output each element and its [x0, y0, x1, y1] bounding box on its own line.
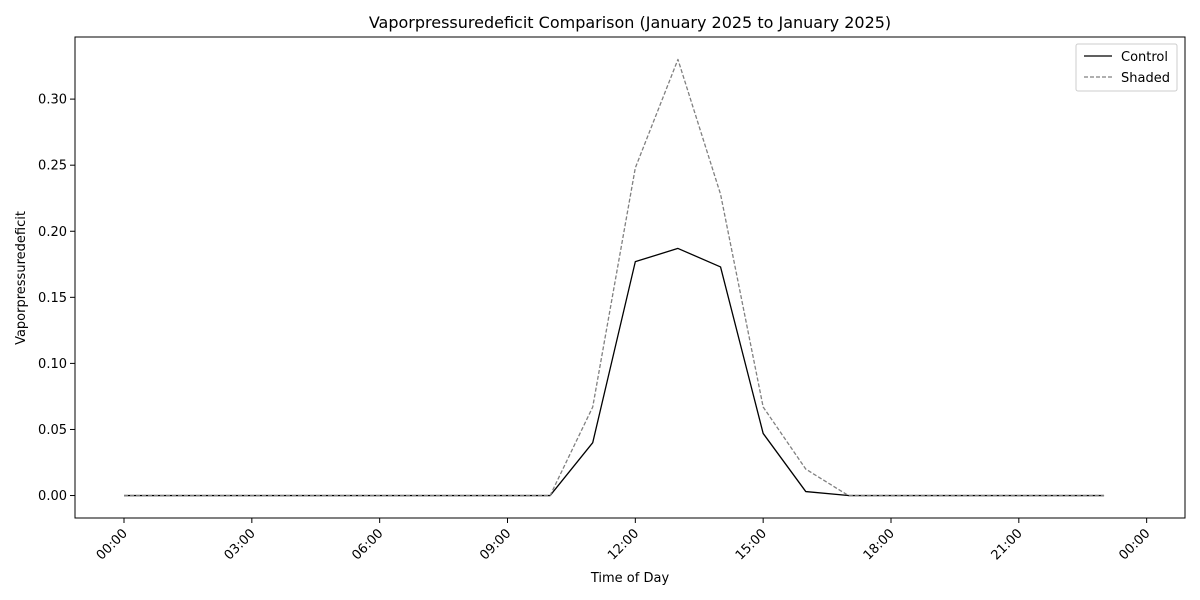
series-line-control [124, 247, 1105, 497]
y-tick-label: 0.25 [38, 159, 67, 174]
legend-label-shaded: Shaded [1121, 71, 1170, 86]
y-tick-label: 0.00 [38, 489, 67, 504]
series-line-shaded [124, 58, 1105, 497]
y-tick-label: 0.20 [38, 225, 67, 240]
x-tick-label: 12:00 [605, 526, 642, 563]
y-axis-label: Vaporpressuredeficit [14, 211, 29, 345]
y-tick-label: 0.10 [38, 357, 67, 372]
x-tick-label: 09:00 [477, 526, 514, 563]
plot-area: 0.00 0.05 0.10 0.15 0.20 0.25 0.30 00:00 03:00 06… [38, 58, 1153, 563]
y-tick-label: 0.15 [38, 291, 67, 306]
legend-label-control: Control [1121, 50, 1168, 65]
x-tick-label: 18:00 [861, 526, 898, 563]
x-tick-label: 00:00 [1116, 526, 1153, 563]
y-tick-label: 0.05 [38, 423, 67, 438]
x-tick-label: 06:00 [349, 526, 386, 563]
x-tick-label: 21:00 [989, 526, 1026, 563]
x-axis-label: Time of Day [590, 571, 670, 586]
plot-frame [74, 36, 1186, 519]
x-tick-label: 03:00 [222, 526, 259, 563]
x-tick-label: 15:00 [733, 526, 770, 563]
chart-title: Vaporpressuredeficit Comparison (January… [369, 13, 891, 32]
y-tick-label: 0.30 [38, 93, 67, 108]
x-tick-label: 00:00 [94, 526, 131, 563]
legend: Control Shaded [1075, 43, 1178, 92]
